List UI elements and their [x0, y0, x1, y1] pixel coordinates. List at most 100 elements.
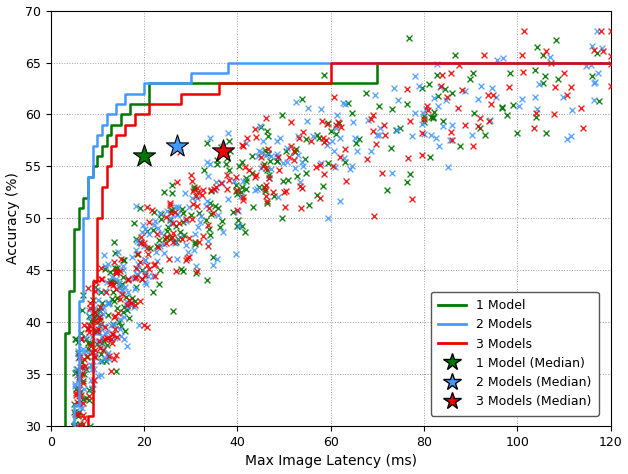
Point: [181, 218, 191, 225]
Point: [502, 111, 512, 119]
Point: [263, 133, 273, 140]
Point: [190, 240, 200, 248]
Point: [102, 351, 112, 358]
Point: [178, 268, 188, 275]
Point: [532, 105, 542, 112]
Point: [90, 353, 100, 361]
Point: [131, 283, 141, 291]
Point: [350, 134, 360, 142]
Point: [205, 135, 215, 142]
Point: [170, 208, 180, 216]
Point: [252, 185, 263, 192]
Point: [251, 186, 261, 194]
Point: [99, 322, 109, 330]
Point: [497, 104, 507, 111]
Point: [206, 187, 216, 195]
Point: [188, 187, 198, 194]
Point: [450, 52, 460, 59]
Point: [200, 217, 210, 224]
Point: [82, 352, 92, 359]
Point: [143, 250, 153, 258]
Point: [198, 232, 208, 240]
Point: [122, 299, 133, 306]
Point: [85, 299, 95, 307]
Point: [408, 195, 418, 203]
Point: [256, 164, 266, 171]
Point: [116, 255, 126, 263]
Point: [202, 139, 212, 146]
Point: [296, 184, 306, 192]
Point: [217, 179, 227, 187]
Point: [72, 372, 82, 379]
Point: [595, 27, 605, 35]
Point: [382, 186, 392, 194]
Point: [93, 296, 103, 304]
Point: [206, 187, 216, 194]
Point: [202, 276, 212, 284]
Point: [136, 233, 146, 241]
Point: [420, 130, 430, 137]
Point: [102, 334, 112, 342]
Point: [330, 122, 340, 129]
Point: [405, 171, 415, 178]
Point: [167, 182, 177, 189]
Point: [447, 136, 457, 144]
Point: [70, 335, 80, 343]
Point: [172, 178, 182, 186]
Point: [90, 288, 100, 295]
Point: [119, 308, 129, 316]
Point: [465, 75, 475, 82]
Point: [152, 230, 162, 237]
Point: [72, 365, 82, 373]
Point: [100, 262, 110, 270]
Point: [443, 163, 453, 171]
Point: [171, 223, 181, 230]
Point: [205, 199, 215, 207]
Point: [278, 177, 288, 185]
Point: [111, 275, 121, 283]
Point: [351, 139, 361, 147]
Point: [107, 330, 117, 338]
Point: [122, 275, 133, 283]
Point: [74, 408, 84, 416]
Point: [131, 246, 141, 254]
Point: [222, 154, 232, 161]
Point: [303, 201, 313, 209]
Point: [79, 415, 89, 422]
Point: [127, 294, 137, 301]
Point: [103, 300, 113, 308]
Point: [85, 341, 95, 349]
Point: [102, 341, 112, 348]
Point: [90, 328, 100, 336]
Point: [114, 279, 124, 287]
Point: [598, 47, 608, 55]
Point: [144, 219, 154, 226]
Point: [467, 132, 477, 139]
Point: [256, 154, 266, 161]
Point: [111, 267, 121, 275]
Point: [279, 203, 290, 210]
Point: [333, 119, 344, 127]
Point: [286, 118, 296, 126]
Point: [295, 178, 305, 185]
Point: [379, 121, 389, 129]
Point: [593, 69, 603, 77]
Point: [274, 134, 284, 142]
Point: [109, 258, 119, 266]
Point: [186, 211, 196, 219]
Point: [247, 153, 257, 160]
Point: [95, 316, 105, 324]
Point: [118, 273, 128, 281]
Point: [142, 244, 152, 251]
Point: [85, 376, 95, 383]
Point: [340, 100, 350, 108]
Point: [326, 128, 336, 135]
Point: [605, 60, 615, 68]
Point: [289, 156, 299, 164]
Point: [143, 261, 153, 269]
Point: [281, 147, 291, 155]
Point: [426, 113, 436, 120]
Point: [111, 285, 121, 292]
Point: [140, 268, 150, 275]
Point: [425, 153, 435, 161]
